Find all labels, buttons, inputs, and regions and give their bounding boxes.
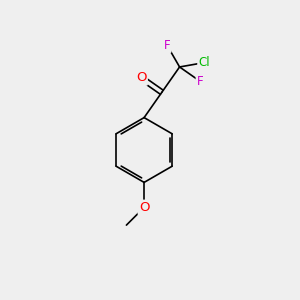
Text: F: F — [164, 39, 170, 52]
Text: O: O — [139, 201, 149, 214]
Text: O: O — [136, 71, 147, 84]
Text: F: F — [197, 75, 203, 88]
Text: Cl: Cl — [198, 56, 210, 69]
